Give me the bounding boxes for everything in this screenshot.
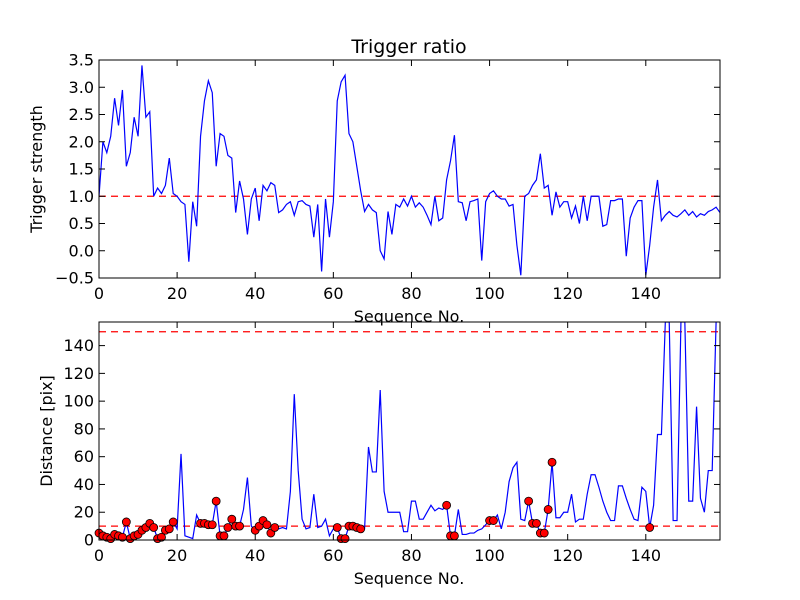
x-tick-label: 0 xyxy=(94,284,104,303)
data-marker xyxy=(524,496,534,506)
data-marker xyxy=(340,534,350,544)
x-tick-label: 120 xyxy=(552,546,583,565)
data-marker xyxy=(543,505,553,514)
data-marker xyxy=(164,524,174,534)
data-marker xyxy=(442,500,452,510)
data-marker xyxy=(645,523,655,532)
x-tick-label: 60 xyxy=(323,546,343,565)
data-marker xyxy=(211,496,221,506)
data-marker xyxy=(223,523,233,532)
axes: 0 20 40 60 80 100 120 140 −0.5 0.0 0.5 1.0 1.5 2.0 2.5… xyxy=(55,51,721,303)
reference-lines xyxy=(99,331,720,527)
data-marker xyxy=(235,521,245,531)
y-tick-label: 0.0 xyxy=(69,241,94,260)
x-tick-label: 80 xyxy=(401,546,421,565)
y-tick-label: 60 xyxy=(74,447,94,466)
data-marker xyxy=(207,520,217,530)
x-tick-label: 40 xyxy=(245,284,265,303)
y-tick-label: 3.5 xyxy=(69,51,94,70)
plot-area xyxy=(99,65,720,276)
y-tick-label: 40 xyxy=(74,475,94,494)
x-axis-label: Sequence No. xyxy=(354,307,465,326)
y-tick-label: −0.5 xyxy=(55,269,94,288)
y-tick-label: 120 xyxy=(63,364,94,383)
distance-panel: Sequence No. Distance [pix] 0 20 40 60 80 100… xyxy=(37,321,721,588)
x-tick-label: 60 xyxy=(323,284,343,303)
data-marker xyxy=(539,528,549,538)
chart-title: Trigger ratio xyxy=(350,36,466,58)
y-tick-label: 20 xyxy=(74,503,94,522)
y-tick-label: 100 xyxy=(63,392,94,411)
data-marker xyxy=(149,523,159,532)
y-tick-label: 1.5 xyxy=(69,160,94,179)
y-tick-label: 80 xyxy=(74,419,94,438)
data-marker xyxy=(450,531,459,541)
axes-frame xyxy=(98,321,721,541)
data-marker xyxy=(356,524,366,534)
y-tick-label: 1.0 xyxy=(69,187,94,206)
data-marker xyxy=(270,523,280,532)
data-marker xyxy=(157,532,166,542)
x-tick-label: 100 xyxy=(474,546,505,565)
x-tick-label: 80 xyxy=(401,284,421,303)
series-line xyxy=(99,65,720,276)
data-marker xyxy=(532,518,541,528)
data-marker xyxy=(219,531,229,541)
x-axis-label: Sequence No. xyxy=(354,569,465,588)
x-tick-label: 0 xyxy=(94,546,104,565)
trigger-ratio-panel: Trigger ratio Sequence No. Trigger stren… xyxy=(27,36,721,326)
x-tick-label: 40 xyxy=(245,546,265,565)
y-tick-label: 0 xyxy=(84,531,94,550)
x-tick-label: 20 xyxy=(167,284,187,303)
data-marker xyxy=(227,514,237,524)
plot-area xyxy=(94,322,717,544)
data-marker xyxy=(547,457,557,467)
data-marker xyxy=(121,517,131,527)
x-tick-label: 20 xyxy=(167,546,187,565)
x-tick-label: 100 xyxy=(474,284,505,303)
y-tick-label: 2.0 xyxy=(69,132,94,151)
x-tick-label: 140 xyxy=(631,284,662,303)
x-tick-label: 140 xyxy=(631,546,662,565)
y-tick-label: 0.5 xyxy=(69,214,94,233)
data-marker xyxy=(168,517,178,527)
data-marker xyxy=(332,523,342,532)
data-marker xyxy=(489,516,498,525)
y-axis-label: Trigger strength xyxy=(27,105,46,234)
y-axis-label: Distance [pix] xyxy=(37,375,56,487)
axes: 0 20 40 60 80 100 120 140 0 20 40 60 80 100 120 140 xyxy=(63,321,721,565)
y-tick-label: 140 xyxy=(63,336,94,355)
x-tick-label: 120 xyxy=(552,284,583,303)
y-tick-label: 3.0 xyxy=(69,78,94,97)
data-marker xyxy=(262,520,272,530)
y-tick-label: 2.5 xyxy=(69,105,94,124)
